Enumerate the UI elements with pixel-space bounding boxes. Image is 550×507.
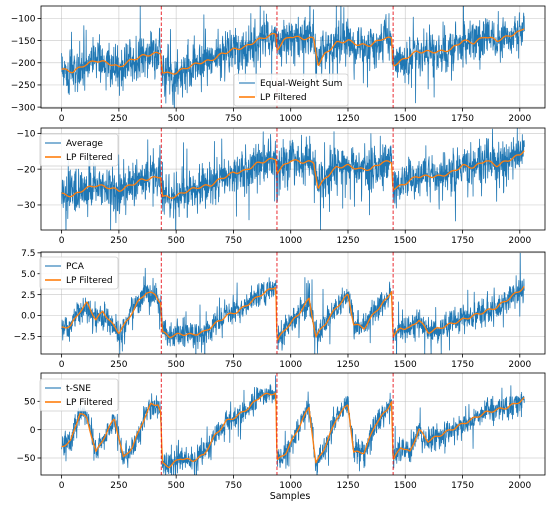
- x-tick-label: 250: [110, 236, 127, 246]
- x-tick-label: 2000: [508, 114, 531, 124]
- y-tick-label: −30: [17, 201, 36, 211]
- y-tick-label: 0: [30, 426, 36, 436]
- x-tick-label: 500: [168, 114, 185, 124]
- y-tick-label: 5.0: [21, 270, 36, 280]
- y-tick-label: −150: [11, 37, 36, 47]
- x-tick-label: 250: [110, 481, 127, 491]
- x-tick-label: 1000: [279, 360, 302, 370]
- y-tick-label: −50: [17, 454, 36, 464]
- legend-label: Equal-Weight Sum: [260, 79, 342, 89]
- y-tick-label: −300: [11, 103, 36, 113]
- legend-label: t-SNE: [66, 384, 91, 394]
- x-tick-label: 0: [59, 236, 65, 246]
- y-tick-label: 50: [24, 398, 36, 408]
- legend-box: [233, 73, 349, 107]
- subplot-1: 0 250 500 750 1000 1250 1500 1750 2000 −300 −250 −2…: [11, 5, 546, 124]
- y-tick-label: −250: [11, 81, 36, 91]
- x-tick-label: 750: [225, 114, 242, 124]
- x-tick-label: 1500: [394, 114, 417, 124]
- x-tick-label: 750: [225, 236, 242, 246]
- plot-area: [61, 128, 525, 230]
- legend-box: [39, 256, 119, 290]
- plot-area: [61, 252, 525, 354]
- x-tick-label: 1750: [451, 360, 474, 370]
- legend: Average LP Filtered: [39, 133, 119, 167]
- x-tick-label: 2000: [508, 360, 531, 370]
- x-tick-label: 1750: [451, 236, 474, 246]
- series-raw-line: [61, 252, 525, 354]
- x-tick-label: 1250: [337, 481, 360, 491]
- legend-label: LP Filtered: [66, 276, 113, 286]
- x-tick-label: 1000: [279, 114, 302, 124]
- x-tick-label: 250: [110, 360, 127, 370]
- subplot-4: 0 250 500 750 1000 1250 1500 1750 2000−50050t-SN…: [17, 372, 546, 491]
- y-tick-label: 0.0: [21, 312, 36, 322]
- x-tick-label: 500: [168, 360, 185, 370]
- x-tick-label: 2000: [508, 481, 531, 491]
- y-tick-label: 7.5: [21, 249, 35, 259]
- x-tick-label: 500: [168, 236, 185, 246]
- x-tick-label: 250: [110, 114, 127, 124]
- x-tick-label: 0: [59, 360, 65, 370]
- axes-frame: [40, 251, 546, 355]
- y-tick-label: −100: [11, 15, 36, 25]
- series-raw-line: [61, 6, 525, 108]
- x-tick-label: 1500: [394, 360, 417, 370]
- x-tick-label: 1250: [337, 360, 360, 370]
- series-filtered-line: [61, 285, 525, 341]
- legend: t-SNE LP Filtered: [39, 378, 119, 412]
- y-tick-label: −10: [17, 130, 36, 140]
- x-tick-label: 1250: [337, 114, 360, 124]
- y-tick-label: −2.5: [14, 333, 36, 343]
- y-tick-label: 2.5: [21, 291, 35, 301]
- plot-area: [61, 6, 525, 108]
- legend-label: LP Filtered: [66, 153, 113, 163]
- axes-frame: [40, 127, 546, 231]
- y-tick-label: −20: [17, 165, 36, 175]
- axes-frame: [40, 372, 546, 476]
- legend-box: [39, 133, 119, 167]
- series-filtered-line: [61, 28, 525, 75]
- x-tick-label: 500: [168, 481, 185, 491]
- plot-area: [61, 375, 525, 475]
- x-tick-label: 0: [59, 114, 65, 124]
- x-tick-label: 750: [225, 481, 242, 491]
- x-tick-label: 0: [59, 481, 65, 491]
- x-tick-label: 1000: [279, 481, 302, 491]
- x-tick-label: 1500: [394, 236, 417, 246]
- x-tick-label: 1000: [279, 236, 302, 246]
- series-filtered-line: [61, 150, 525, 199]
- y-tick-label: −200: [11, 59, 36, 69]
- axes-frame: [40, 5, 546, 109]
- x-tick-label: 1750: [451, 481, 474, 491]
- x-tick-label: 1500: [394, 481, 417, 491]
- legend-label: PCA: [66, 262, 85, 272]
- x-tick-label: 1250: [337, 236, 360, 246]
- subplot-3: 0 250 500 750 1000 1250 1500 1750 2000 −2.5 0.0 2.5…: [14, 249, 546, 370]
- legend-box: [39, 378, 119, 412]
- legend: PCA LP Filtered: [39, 256, 119, 290]
- legend-label: LP Filtered: [260, 93, 307, 103]
- series-raw-line: [61, 375, 525, 475]
- legend-label: LP Filtered: [66, 398, 113, 408]
- subplot-2: 0 250 500 750 1000 1250 1500 1750 2000−30−20−10A…: [17, 127, 546, 246]
- x-tick-label: 750: [225, 360, 242, 370]
- legend-label: Average: [66, 139, 103, 149]
- series-raw-line: [61, 128, 525, 230]
- x-tick-label: 2000: [508, 236, 531, 246]
- series-filtered-line: [61, 392, 525, 469]
- x-axis-label: Samples: [270, 491, 311, 502]
- legend: Equal-Weight Sum LP Filtered: [233, 73, 349, 107]
- x-tick-label: 1750: [451, 114, 474, 124]
